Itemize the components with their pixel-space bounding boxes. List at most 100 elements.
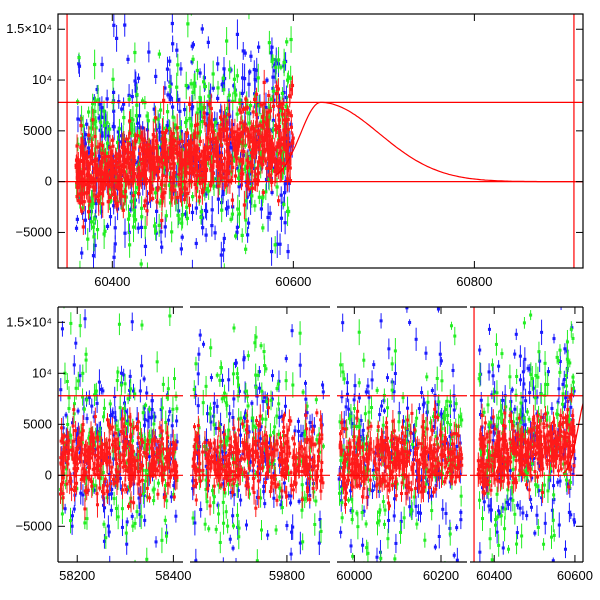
- data-point: [172, 461, 176, 465]
- data-point: [216, 62, 220, 66]
- data-point: [282, 60, 286, 65]
- data-point: [274, 168, 278, 172]
- data-point: [198, 139, 202, 143]
- data-point: [116, 428, 120, 432]
- data-point: [79, 491, 83, 495]
- data-point: [70, 524, 74, 528]
- data-point: [236, 167, 240, 171]
- data-point: [65, 482, 69, 486]
- data-point: [122, 102, 126, 106]
- data-point: [186, 154, 190, 158]
- data-point: [215, 152, 220, 156]
- data-point: [65, 460, 69, 464]
- data-point: [174, 514, 178, 518]
- data-point: [284, 146, 288, 150]
- data-point: [99, 185, 103, 190]
- data-point: [236, 144, 240, 148]
- data-point: [158, 426, 162, 430]
- data-point: [67, 451, 71, 455]
- data-point: [172, 447, 176, 451]
- data-point: [96, 158, 100, 162]
- data-point: [281, 161, 286, 165]
- data-point: [289, 37, 293, 42]
- data-point: [130, 472, 134, 476]
- data-point: [99, 120, 103, 124]
- data-point: [81, 467, 85, 471]
- data-point: [91, 584, 94, 587]
- data-point: [96, 98, 100, 102]
- data-point: [167, 155, 171, 160]
- data-point: [213, 136, 217, 141]
- data-point: [78, 272, 81, 275]
- data-point: [72, 457, 76, 461]
- data-point: [155, 200, 159, 204]
- data-point: [187, 159, 191, 164]
- data-point: [244, 199, 248, 203]
- data-point: [239, 132, 243, 136]
- data-point: [121, 465, 125, 469]
- data-point: [201, 149, 205, 154]
- data-point: [160, 437, 164, 441]
- data-point: [104, 162, 108, 166]
- data-point: [87, 150, 91, 154]
- data-point: [129, 423, 133, 427]
- data-point: [153, 439, 157, 443]
- data-point: [114, 446, 118, 450]
- data-point: [200, 191, 204, 195]
- data-point: [262, 150, 266, 154]
- data-point: [168, 59, 172, 63]
- data-point: [163, 494, 167, 498]
- data-point: [242, 129, 246, 133]
- data-point: [180, 186, 184, 191]
- data-point: [276, 142, 280, 146]
- data-point: [239, 172, 243, 176]
- data-point: [116, 165, 120, 169]
- data-point: [67, 448, 71, 452]
- data-point: [101, 503, 105, 507]
- data-point: [213, 231, 217, 235]
- data-point: [122, 424, 126, 428]
- data-point: [172, 492, 176, 496]
- data-point: [128, 435, 132, 439]
- data-point: [167, 183, 171, 187]
- data-point: [237, 141, 241, 145]
- data-point: [123, 189, 128, 194]
- data-point: [109, 183, 114, 187]
- data-point: [118, 169, 122, 173]
- data-point: [92, 235, 96, 239]
- data-point: [151, 133, 155, 137]
- data-point: [192, 132, 196, 136]
- data-point: [114, 36, 119, 40]
- data-point: [143, 179, 147, 183]
- data-point: [233, 174, 238, 178]
- data-point: [220, 176, 224, 180]
- data-point: [147, 50, 151, 54]
- data-point: [142, 423, 146, 427]
- data-point: [114, 478, 118, 482]
- data-point: [288, 94, 292, 98]
- data-point: [205, 147, 210, 151]
- data-point: [93, 119, 98, 124]
- data-point: [95, 177, 99, 181]
- data-point: [139, 438, 143, 442]
- data-point: [146, 472, 150, 476]
- data-point: [93, 448, 97, 452]
- data-point: [267, 129, 271, 133]
- data-point: [289, 151, 293, 156]
- data-point: [101, 389, 105, 393]
- data-point: [145, 201, 150, 205]
- data-point: [164, 158, 168, 162]
- data-point: [279, 102, 283, 106]
- data-point: [139, 225, 143, 230]
- data-point: [284, 118, 288, 122]
- data-point: [130, 451, 134, 455]
- data-point: [92, 488, 96, 492]
- data-point: [79, 145, 83, 150]
- data-point: [261, 162, 265, 167]
- data-point: [155, 360, 159, 364]
- data-point: [87, 133, 91, 137]
- data-point: [246, 181, 250, 185]
- data-point: [243, 128, 248, 132]
- data-point: [246, 233, 250, 237]
- data-point: [219, 165, 223, 170]
